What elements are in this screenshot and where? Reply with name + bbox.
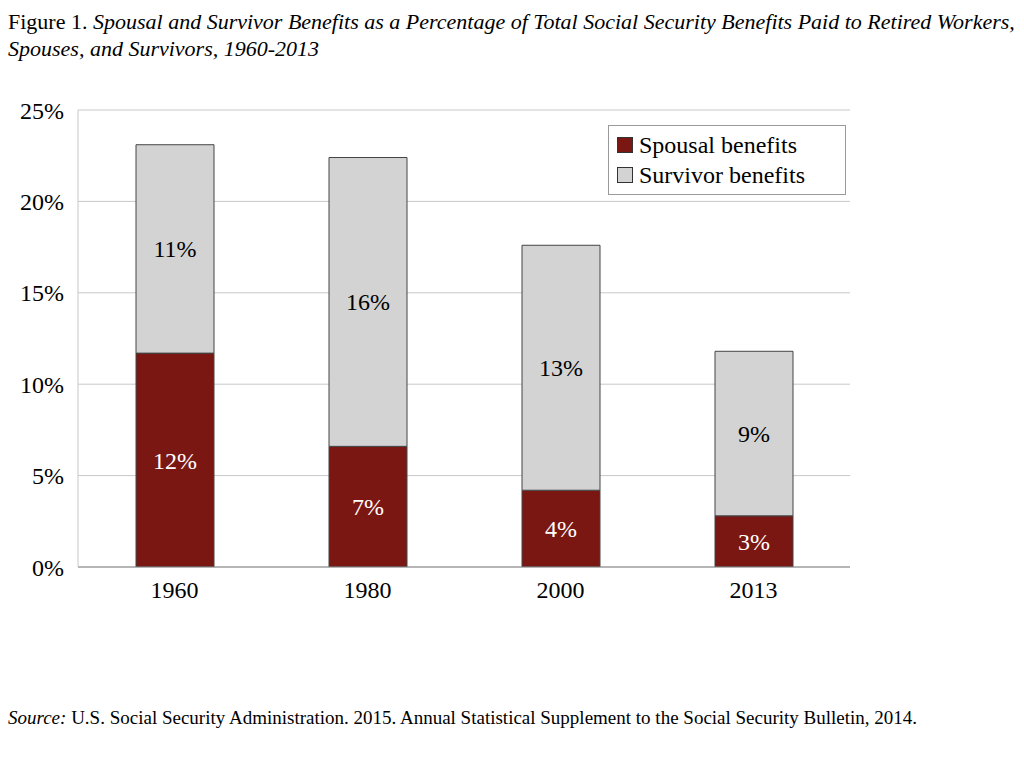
svg-text:13%: 13%	[539, 355, 583, 381]
svg-text:2013: 2013	[730, 577, 778, 603]
html-text:Spousal benefits: Spousal benefits	[639, 132, 797, 158]
svg-text:16%: 16%	[346, 289, 390, 315]
html-text:Source: U.S. Social Security A: Source: U.S. Social Security Administrat…	[8, 707, 918, 728]
svg-text:4%: 4%	[545, 516, 577, 542]
svg-text:1960: 1960	[151, 577, 199, 603]
svg-text:9%: 9%	[738, 421, 770, 447]
html-text:Figure 1. Spousal and Survivor: Figure 1. Spousal and Survivor Benefits …	[8, 9, 1015, 61]
svg-text:11%: 11%	[153, 236, 196, 262]
svg-text:10%: 10%	[20, 372, 64, 398]
svg-text:3%: 3%	[738, 529, 770, 555]
svg-text:25%: 25%	[20, 98, 64, 124]
svg-text:2000: 2000	[537, 577, 585, 603]
svg-text:1980: 1980	[344, 577, 392, 603]
svg-text:20%: 20%	[20, 189, 64, 215]
svg-text:5%: 5%	[32, 463, 64, 489]
svg-text:15%: 15%	[20, 280, 64, 306]
html-text:Survivor benefits: Survivor benefits	[639, 162, 805, 188]
svg-text:12%: 12%	[153, 448, 197, 474]
svg-text:7%: 7%	[352, 494, 384, 520]
svg-text:0%: 0%	[32, 555, 64, 581]
